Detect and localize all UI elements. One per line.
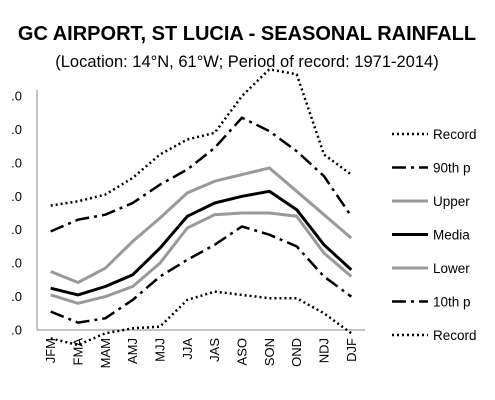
x-tick-label: JFM (43, 338, 58, 363)
x-tick-label: JJA (180, 338, 195, 360)
legend-label-3: Upper (433, 194, 470, 209)
x-tick-label: MAM (98, 338, 113, 368)
x-tick-label: MJJ (153, 338, 168, 362)
series-line-1 (50, 68, 353, 207)
series-line-4 (50, 189, 353, 297)
y-tick-label: .0 (11, 222, 22, 237)
y-tick-label: .0 (11, 155, 22, 170)
y-axis: .0 .0 .0 .0 .0 .0 .0 .0 (11, 89, 38, 338)
legend-label-6: 10th p (433, 295, 471, 310)
x-tick-label: FMA (71, 338, 86, 366)
legend-label-4: Media (433, 228, 470, 243)
series-line-5 (50, 211, 353, 305)
y-tick-label: .0 (11, 256, 22, 271)
legend-label-7: Record (433, 328, 477, 343)
x-tick-label: ASO (235, 338, 250, 365)
series-line-7 (50, 290, 353, 347)
chart-subtitle: (Location: 14°N, 61°W; Period of record:… (55, 53, 438, 71)
legend-label-5: Lower (433, 261, 470, 276)
y-tick-label: .0 (11, 189, 22, 204)
series-line-2 (50, 116, 353, 233)
x-tick-label: AMJ (125, 338, 140, 364)
chart-title: GC AIRPORT, ST LUCIA - SEASONAL RAINFALL (18, 23, 476, 45)
legend-label-2: 90th p (433, 161, 471, 176)
x-tick-label: SON (262, 338, 277, 366)
x-tick-label: JAS (207, 338, 222, 362)
series-line-6 (50, 225, 353, 324)
series-group (50, 68, 353, 347)
x-tick-label: OND (289, 338, 304, 367)
y-tick-label: .0 (11, 122, 22, 137)
y-tick-label: .0 (11, 323, 22, 338)
y-tick-label: .0 (11, 89, 22, 104)
y-tick-label: .0 (11, 289, 22, 304)
x-tick-label: NDJ (317, 338, 332, 363)
series-line-3 (50, 166, 353, 284)
x-tick-label: DJF (344, 338, 359, 362)
legend: Record 90th p Upper Media Lower 10th p Record (392, 127, 477, 343)
legend-label-1: Record (433, 127, 477, 142)
